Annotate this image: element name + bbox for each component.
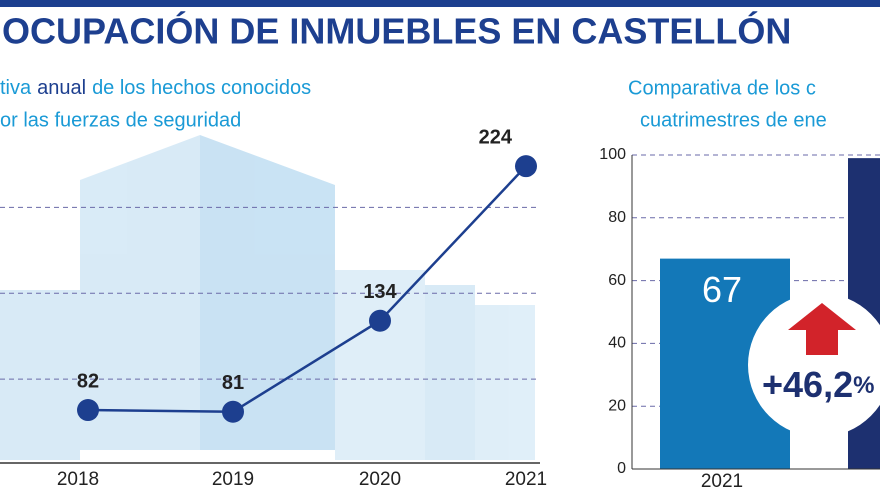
bar-subtitle-2: cuatrimestres de ene xyxy=(640,109,827,131)
value-label: 82 xyxy=(77,370,99,392)
y-tick-label: 0 xyxy=(617,460,626,477)
value-label: 134 xyxy=(363,281,397,303)
subtitle-part: de los hechos conocidos xyxy=(92,77,311,99)
x-tick-label: 2021 xyxy=(701,471,743,492)
value-label: 67 xyxy=(702,269,742,310)
bar-chart: Comparativa de los c cuatrimestres de en… xyxy=(599,77,880,492)
line-subtitle-2: or las fuerzas de seguridad xyxy=(0,109,241,131)
line-chart: tiva anual de los hechos conocidos or las … xyxy=(0,77,547,490)
x-tick-label: 2021 xyxy=(505,469,547,490)
top-band xyxy=(0,0,880,7)
title: OCUPACIÓN DE INMUEBLES EN CASTELLÓN xyxy=(2,10,791,52)
line xyxy=(87,165,527,414)
x-tick-label: 2019 xyxy=(212,469,254,490)
y-tick-label: 60 xyxy=(608,272,626,289)
up-arrow xyxy=(788,303,856,355)
point xyxy=(515,155,537,178)
subtitle-part: anual xyxy=(37,77,86,99)
annotation: +46,2% xyxy=(762,364,874,405)
annotation-value: +46,2 xyxy=(762,364,853,405)
x-tick-label: 2020 xyxy=(359,469,401,490)
line-subtitle-1: tiva anual de los hechos conocidos xyxy=(0,77,311,99)
point xyxy=(222,400,244,423)
point xyxy=(77,399,99,422)
subtitle-part: tiva xyxy=(0,77,32,99)
bar-subtitle-1: Comparativa de los c xyxy=(628,77,816,99)
value-label: 81 xyxy=(222,372,244,394)
y-tick-label: 80 xyxy=(608,209,626,226)
y-tick-label: 40 xyxy=(608,335,626,352)
buildings-illustration xyxy=(0,135,535,460)
y-tick-label: 20 xyxy=(608,397,626,414)
y-tick-label: 100 xyxy=(599,146,626,163)
value-label: 224 xyxy=(479,126,513,148)
point xyxy=(369,309,391,332)
x-tick-label: 2018 xyxy=(57,469,99,490)
annotation-unit: % xyxy=(853,372,874,399)
